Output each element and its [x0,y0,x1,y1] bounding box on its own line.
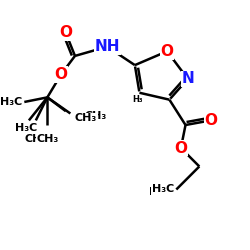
Text: H₃C: H₃C [152,184,174,194]
Text: O: O [174,140,188,156]
Text: H₃C: H₃C [0,97,22,107]
Text: CH₃: CH₃ [84,111,106,121]
Text: CH₃: CH₃ [25,134,47,144]
Text: O: O [204,113,217,128]
Text: N: N [182,72,194,86]
Text: O: O [59,26,72,40]
Text: NH: NH [94,39,120,54]
Text: CH₃: CH₃ [75,114,97,124]
Text: O: O [160,44,173,59]
Text: H₃C: H₃C [16,123,38,133]
Text: H₃: H₃ [132,95,142,104]
Text: H₃C: H₃C [150,187,172,197]
Text: CH₃: CH₃ [36,134,59,144]
Text: O: O [55,67,68,82]
